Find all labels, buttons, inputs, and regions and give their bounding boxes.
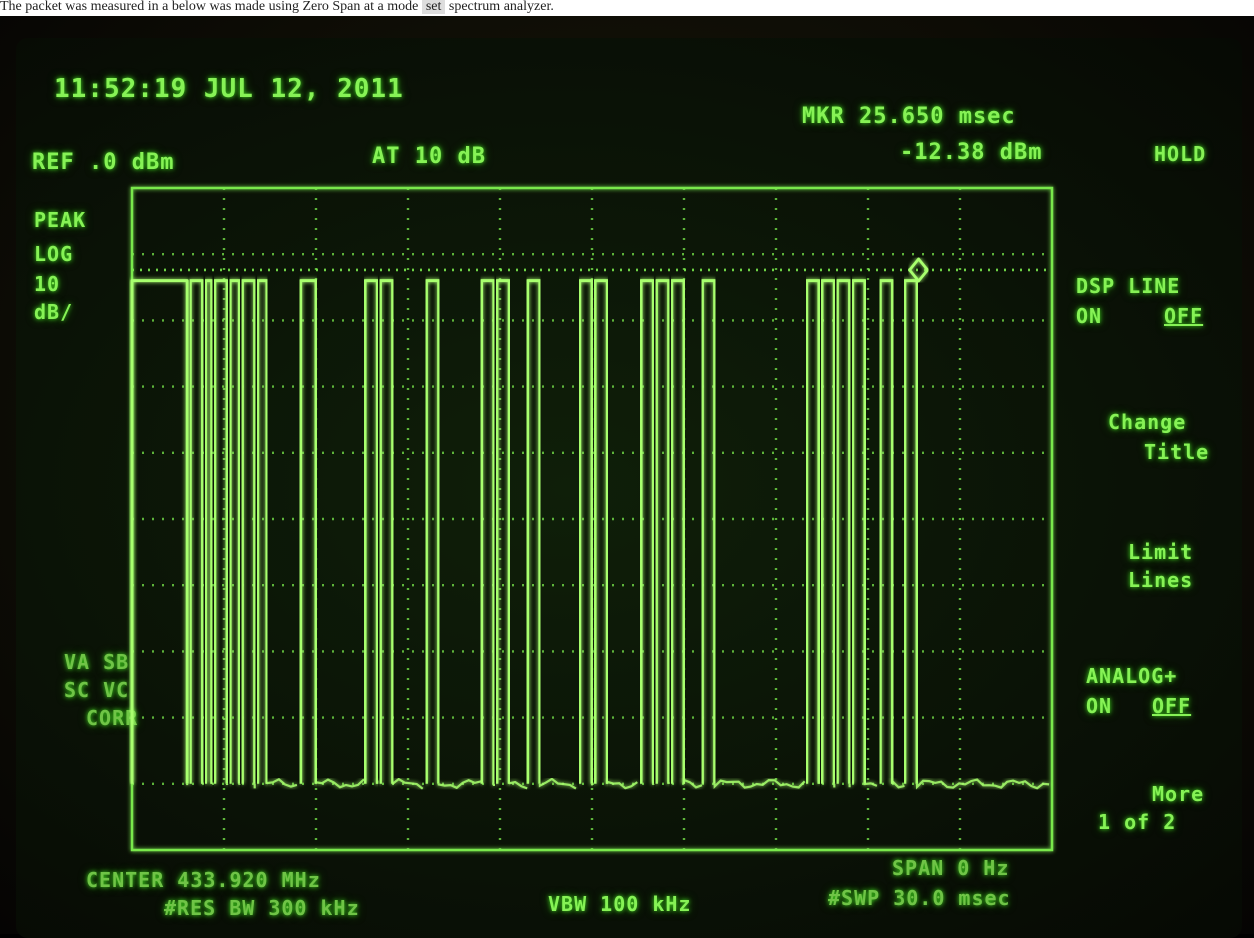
span-readout: SPAN 0 Hz <box>892 856 1010 880</box>
trace-pulse <box>378 279 395 784</box>
ref-level-readout: REF .0 dBm <box>32 150 175 175</box>
more-label: More <box>1152 782 1205 806</box>
analog-plus-off: OFF <box>1152 694 1192 718</box>
trace-pulse <box>578 279 594 784</box>
limit-lines-label-2: Lines <box>1128 568 1194 592</box>
dsp-line-label: DSP LINE <box>1076 274 1181 298</box>
analog-plus-on: ON <box>1086 694 1113 718</box>
scale-type-label: LOG <box>34 242 74 266</box>
trace-pulse <box>424 279 441 784</box>
attenuation-readout: AT 10 dB <box>372 144 486 169</box>
change-title-label-2: Title <box>1144 440 1210 464</box>
caption-tail: spectrum analyzer. <box>448 0 554 14</box>
trace-pulse <box>363 279 379 784</box>
trace-pulse <box>299 279 318 784</box>
analyzer-photo: 11:52:19 JUL 12, 2011 REF .0 dBm AT 10 d… <box>0 16 1254 938</box>
limit-lines-label-1: Limit <box>1128 540 1194 564</box>
caption-bar: The packet was measured in a below was m… <box>0 0 1254 16</box>
caption-highlight: set <box>421 0 446 14</box>
datetime-readout: 11:52:19 JUL 12, 2011 <box>54 74 404 104</box>
center-frequency-readout: CENTER 433.920 MHz <box>86 868 321 892</box>
corr-line-3: CORR <box>86 706 139 730</box>
dsp-line-off: OFF <box>1164 304 1204 328</box>
more-page-label: 1 of 2 <box>1098 810 1177 834</box>
trace-pulse <box>256 279 269 784</box>
vbw-readout: VBW 100 kHz <box>548 892 692 916</box>
trace-pulse <box>805 279 821 784</box>
trace-pulse <box>213 279 229 784</box>
trace-pulse <box>204 279 214 784</box>
trace-pulse <box>903 279 919 784</box>
scale-value-label: 10 <box>34 272 61 296</box>
marker-level-readout: -12.38 dBm <box>900 140 1043 165</box>
trace-plot <box>120 186 1054 852</box>
trace-pulse <box>878 279 895 784</box>
trace-pulse <box>670 279 686 784</box>
hold-softkey[interactable]: HOLD <box>1154 142 1207 166</box>
sweep-time-readout: #SWP 30.0 msec <box>828 886 1011 910</box>
trace-pulse <box>495 279 511 784</box>
trace-pulse <box>480 279 496 784</box>
trace-pulse <box>654 279 671 784</box>
trace-pulse <box>228 279 241 784</box>
res-bw-readout: #RES BW 300 kHz <box>164 896 360 920</box>
corr-line-1: VA SB <box>64 650 130 674</box>
trace-pulse <box>639 279 655 784</box>
scale-unit-label: dB/ <box>34 300 74 324</box>
trace-pulse <box>130 279 189 784</box>
trace-pulse <box>835 279 852 784</box>
trace-pulse <box>820 279 836 784</box>
dsp-line-on: ON <box>1076 304 1103 328</box>
trace-pulse <box>700 279 717 784</box>
detector-label: PEAK <box>34 208 87 232</box>
change-title-label-1: Change <box>1108 410 1187 434</box>
marker-time-readout: MKR 25.650 msec <box>802 104 1016 129</box>
analyzer-screen: 11:52:19 JUL 12, 2011 REF .0 dBm AT 10 d… <box>16 38 1242 938</box>
corr-line-2: SC VC <box>64 678 130 702</box>
trace-pulse <box>593 279 609 784</box>
trace-pulse <box>188 279 205 784</box>
analog-plus-label: ANALOG+ <box>1086 664 1178 688</box>
caption-text: The packet was measured in a below was m… <box>0 0 419 14</box>
trace-pulse <box>851 279 867 784</box>
trace-pulse <box>526 279 542 784</box>
marker-diamond-icon <box>907 256 930 284</box>
trace-pulse <box>240 279 257 784</box>
